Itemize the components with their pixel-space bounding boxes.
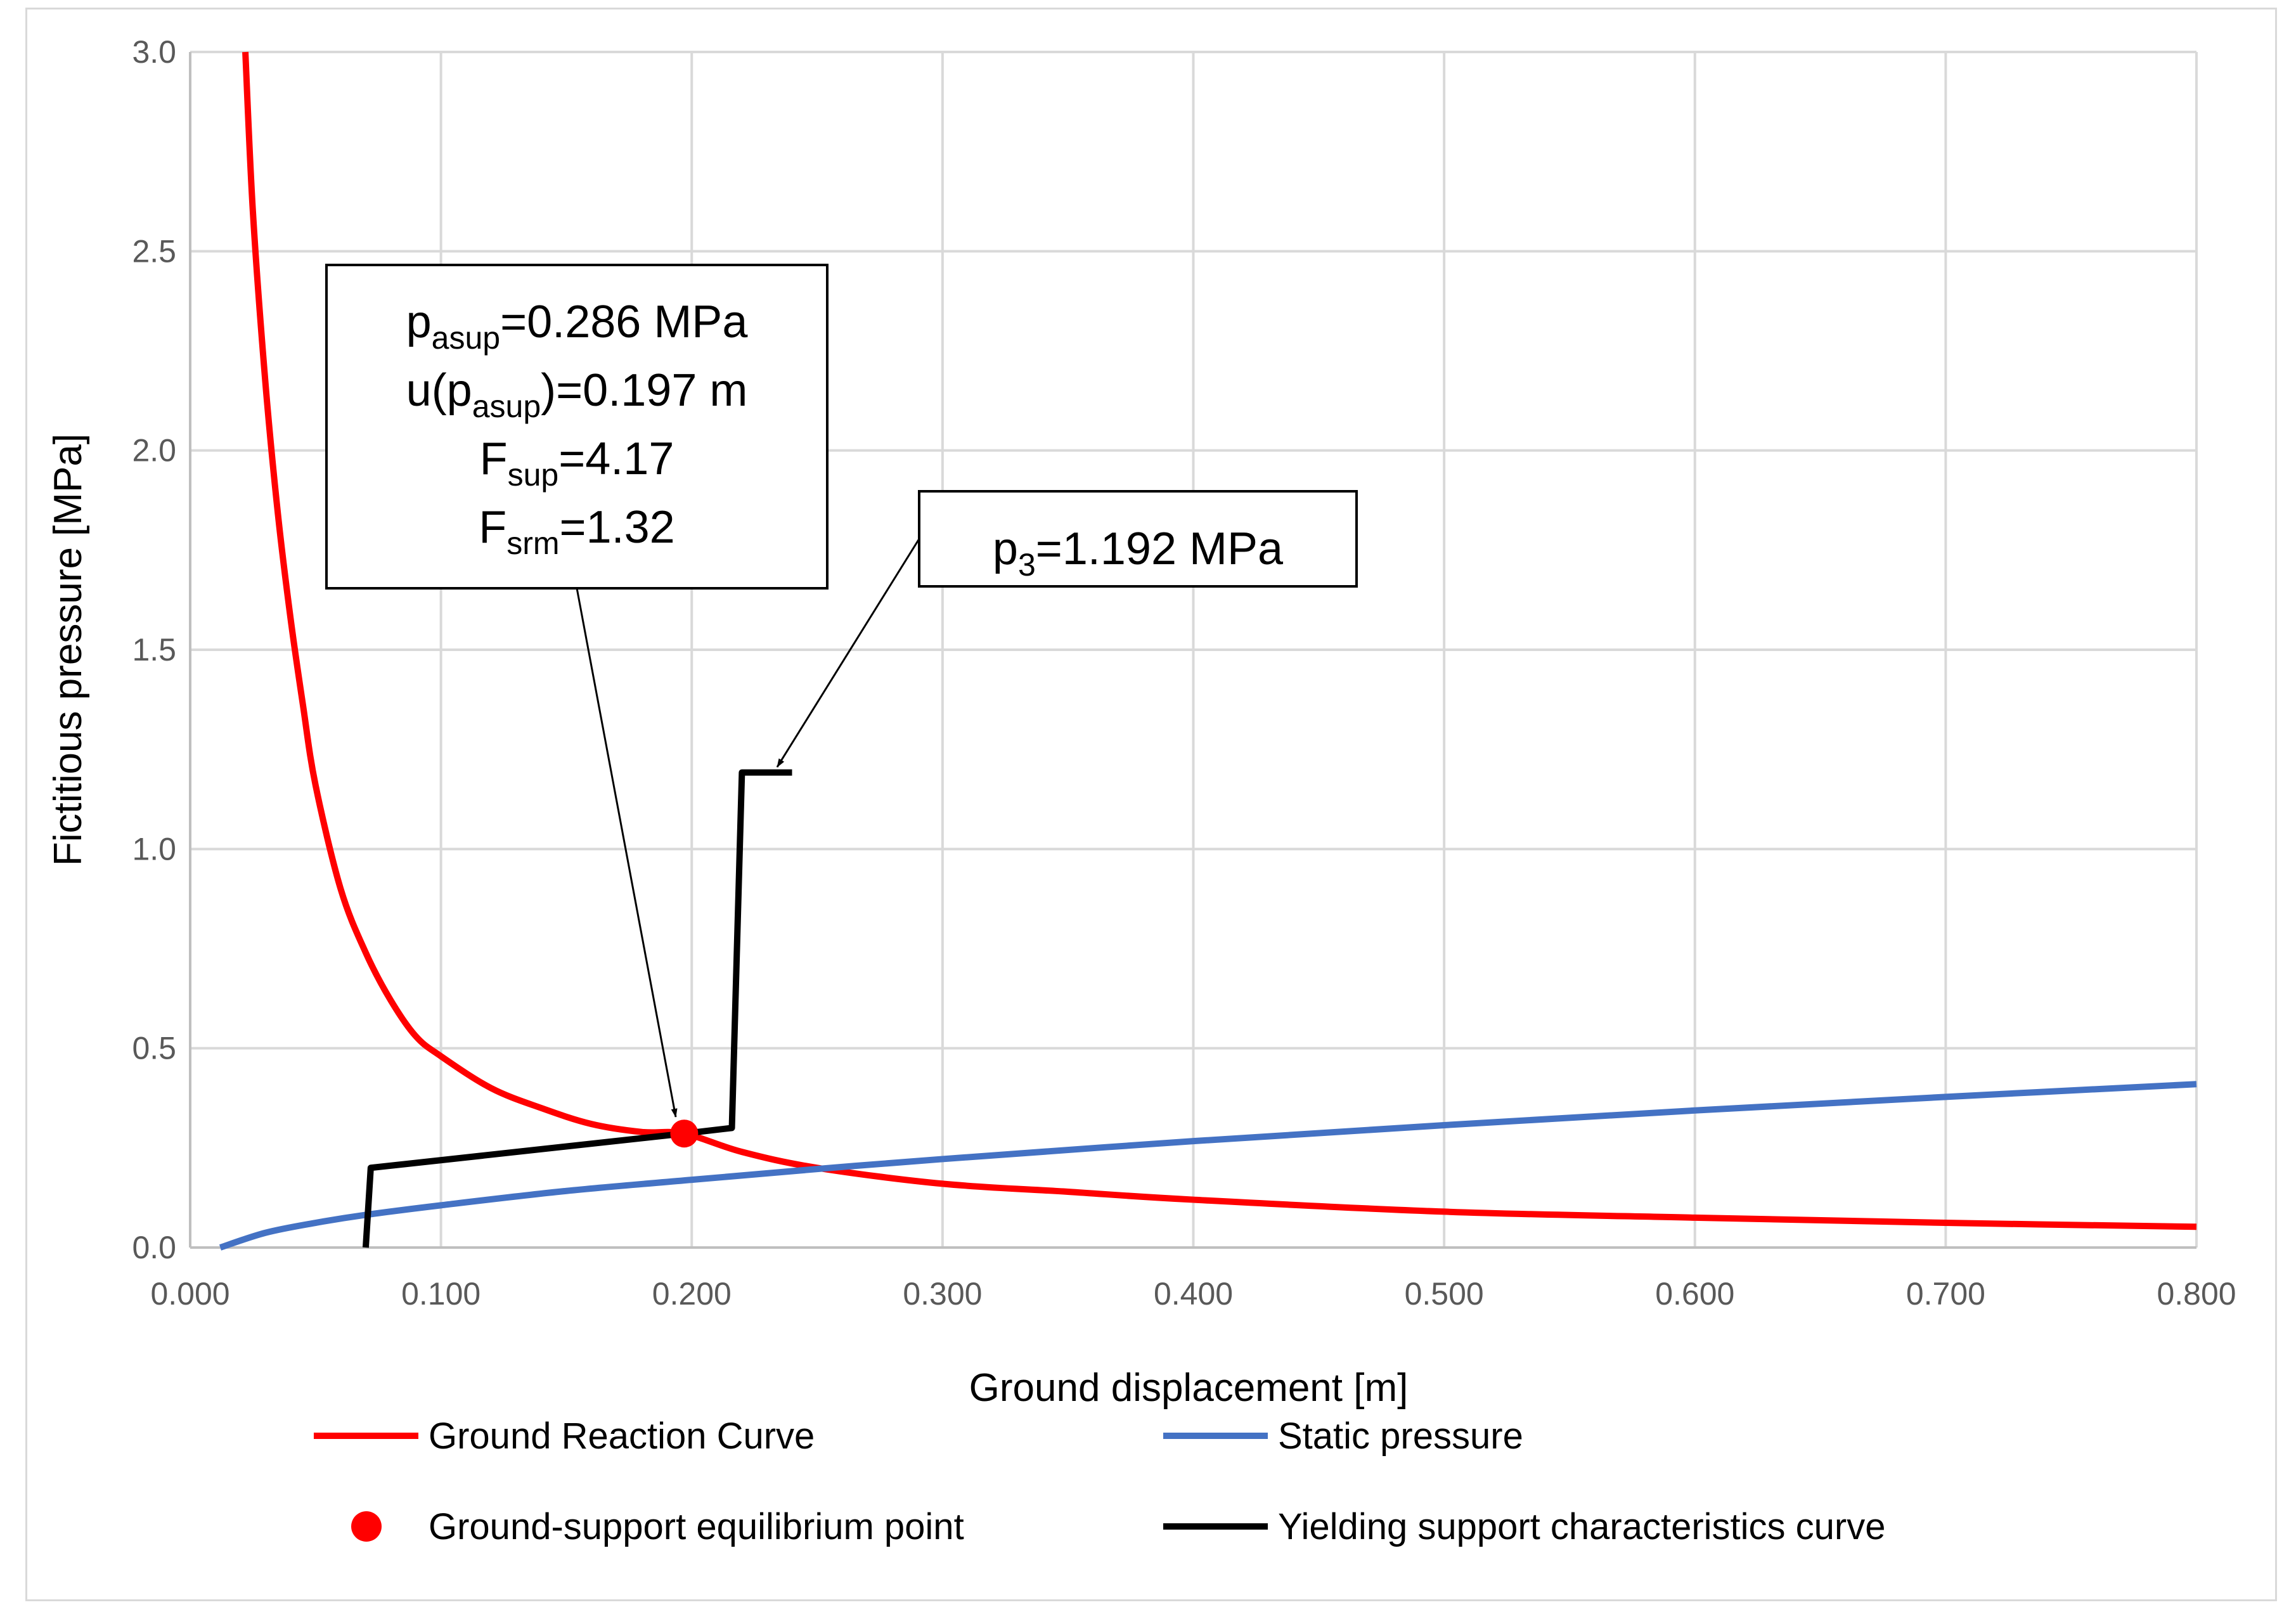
legend-label-yielding: Yielding support characteristics curve bbox=[1278, 1506, 1886, 1547]
axes bbox=[189, 52, 2196, 1249]
y-axis-title: Fictitious pressure [MPa] bbox=[46, 434, 90, 866]
legend: Ground Reaction Curve Static pressure Gr… bbox=[314, 1416, 1886, 1547]
grid bbox=[190, 51, 2198, 1248]
x-tick-label: 0.500 bbox=[1405, 1276, 1484, 1312]
annotation-equilibrium: pasup=0.286 MPa u(pasup)=0.197 m Fsup=4.… bbox=[325, 264, 829, 1118]
equilibrium-point bbox=[670, 1119, 699, 1148]
y-tick-label: 0.5 bbox=[132, 1031, 176, 1066]
y-tick-label: 3.0 bbox=[132, 34, 176, 70]
series-yielding-support-curve bbox=[362, 769, 792, 1248]
y-tick-label: 1.5 bbox=[132, 632, 176, 668]
legend-label-static: Static pressure bbox=[1278, 1416, 1523, 1457]
annotation-line-p3: p3=1.192 MPa bbox=[993, 524, 1284, 583]
x-tick-label: 0.700 bbox=[1906, 1276, 1985, 1312]
annotation-line-fsrm: Fsrm=1.32 bbox=[479, 502, 674, 561]
x-tick-label: 0.800 bbox=[2157, 1276, 2236, 1312]
x-tick-label: 0.600 bbox=[1655, 1276, 1734, 1312]
x-tick-label: 0.000 bbox=[150, 1276, 229, 1312]
y-tick-label: 1.0 bbox=[132, 831, 176, 867]
series-ground-reaction-curve bbox=[242, 51, 2197, 1230]
y-tick-label: 2.5 bbox=[132, 233, 176, 269]
series-static-pressure bbox=[219, 1081, 2197, 1251]
x-tick-label: 0.400 bbox=[1154, 1276, 1233, 1312]
chart-frame bbox=[25, 8, 2277, 1601]
annotation-arrow bbox=[576, 588, 678, 1118]
annotation-line-pasup: pasup=0.286 MPa bbox=[406, 297, 749, 356]
x-axis-title: Ground displacement [m] bbox=[969, 1366, 1409, 1410]
annotation-line-fsup: Fsup=4.17 bbox=[480, 434, 674, 493]
annotation-line-u: u(pasup)=0.197 m bbox=[406, 365, 748, 424]
x-tick-label: 0.200 bbox=[652, 1276, 732, 1312]
annotation-p3: p3=1.192 MPa bbox=[776, 490, 1358, 768]
legend-label-equilibrium: Ground-support equilibrium point bbox=[429, 1506, 964, 1547]
x-tick-labels: 0.000 0.100 0.200 0.300 0.400 0.500 0.600 0.700… bbox=[150, 1276, 2236, 1312]
x-tick-label: 0.100 bbox=[401, 1276, 480, 1312]
annotation-box bbox=[918, 490, 1358, 588]
x-tick-label: 0.300 bbox=[903, 1276, 982, 1312]
y-tick-label: 0.0 bbox=[132, 1230, 176, 1265]
legend-label-grc: Ground Reaction Curve bbox=[429, 1416, 815, 1457]
annotation-arrow bbox=[776, 538, 920, 768]
y-tick-labels: 0.0 0.5 1.0 1.5 2.0 2.5 3.0 bbox=[132, 34, 176, 1265]
legend-swatch-equilibrium bbox=[351, 1511, 382, 1542]
y-tick-label: 2.0 bbox=[132, 433, 176, 468]
plot-area bbox=[219, 51, 2197, 1251]
